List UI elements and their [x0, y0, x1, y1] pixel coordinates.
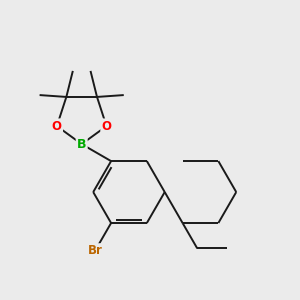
Text: Br: Br [88, 244, 102, 257]
Text: O: O [101, 120, 112, 133]
Text: B: B [77, 138, 86, 151]
Text: O: O [52, 120, 62, 133]
